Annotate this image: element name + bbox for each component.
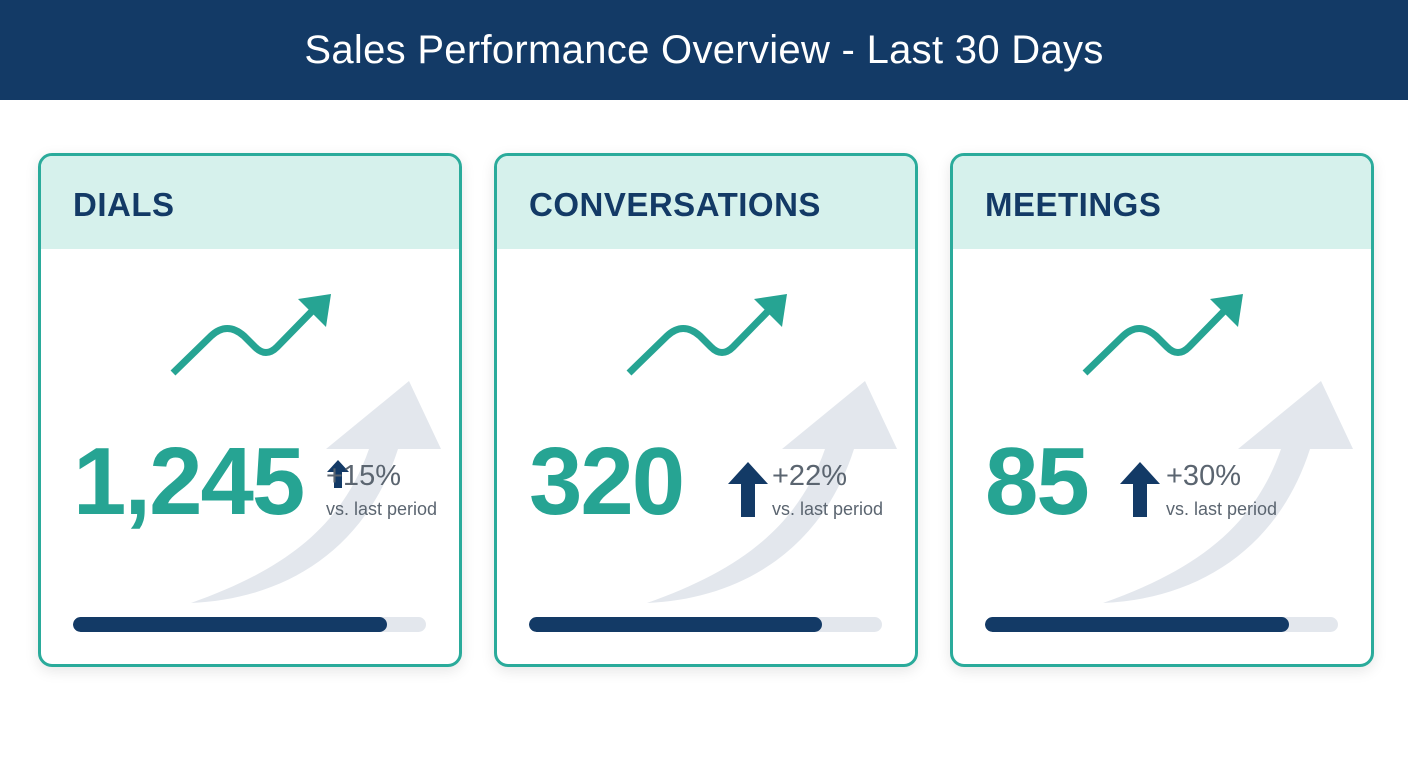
- metric-value: 85: [985, 428, 1090, 535]
- background-arrow-icon: [191, 381, 441, 603]
- progress-bar: [985, 617, 1338, 632]
- background-arrow-icon: [1103, 381, 1353, 603]
- trending-up-icon: [170, 294, 331, 376]
- page-title: Sales Performance Overview - Last 30 Day…: [304, 27, 1104, 72]
- arrow-up-icon: [1120, 462, 1160, 517]
- card-title: DIALS: [73, 186, 175, 223]
- arrow-up-icon: [327, 460, 349, 488]
- progress-fill: [529, 617, 822, 632]
- card-title: CONVERSATIONS: [529, 186, 821, 223]
- progress-bar: [73, 617, 426, 632]
- change-label: vs. last period: [772, 499, 884, 519]
- change-percent: +22%: [772, 460, 847, 492]
- progress-fill: [985, 617, 1289, 632]
- change-label: vs. last period: [326, 499, 438, 519]
- change-label: vs. last period: [1166, 499, 1278, 519]
- card-header: DIALS: [41, 156, 459, 249]
- progress-fill: [73, 617, 388, 632]
- metric-card-conversations: CONVERSATIONS 320 +22% vs. last period: [494, 153, 918, 667]
- progress-bar: [529, 617, 882, 632]
- arrow-up-icon: [728, 462, 768, 517]
- card-header: CONVERSATIONS: [497, 156, 915, 249]
- metric-card-dials: DIALS 1,245 +15% vs. last period: [38, 153, 462, 667]
- background-arrow-icon: [647, 381, 897, 603]
- card-header: MEETINGS: [953, 156, 1371, 249]
- trending-up-icon: [1082, 294, 1243, 376]
- metric-value: 320: [529, 428, 685, 535]
- page-header: Sales Performance Overview - Last 30 Day…: [0, 0, 1408, 100]
- metric-value: 1,245: [73, 428, 305, 535]
- change-percent: +30%: [1166, 460, 1241, 492]
- card-title: MEETINGS: [985, 186, 1162, 223]
- change-percent: +15%: [326, 460, 401, 492]
- metric-card-meetings: MEETINGS 85 +30% vs. last period: [950, 153, 1374, 667]
- trending-up-icon: [626, 294, 787, 376]
